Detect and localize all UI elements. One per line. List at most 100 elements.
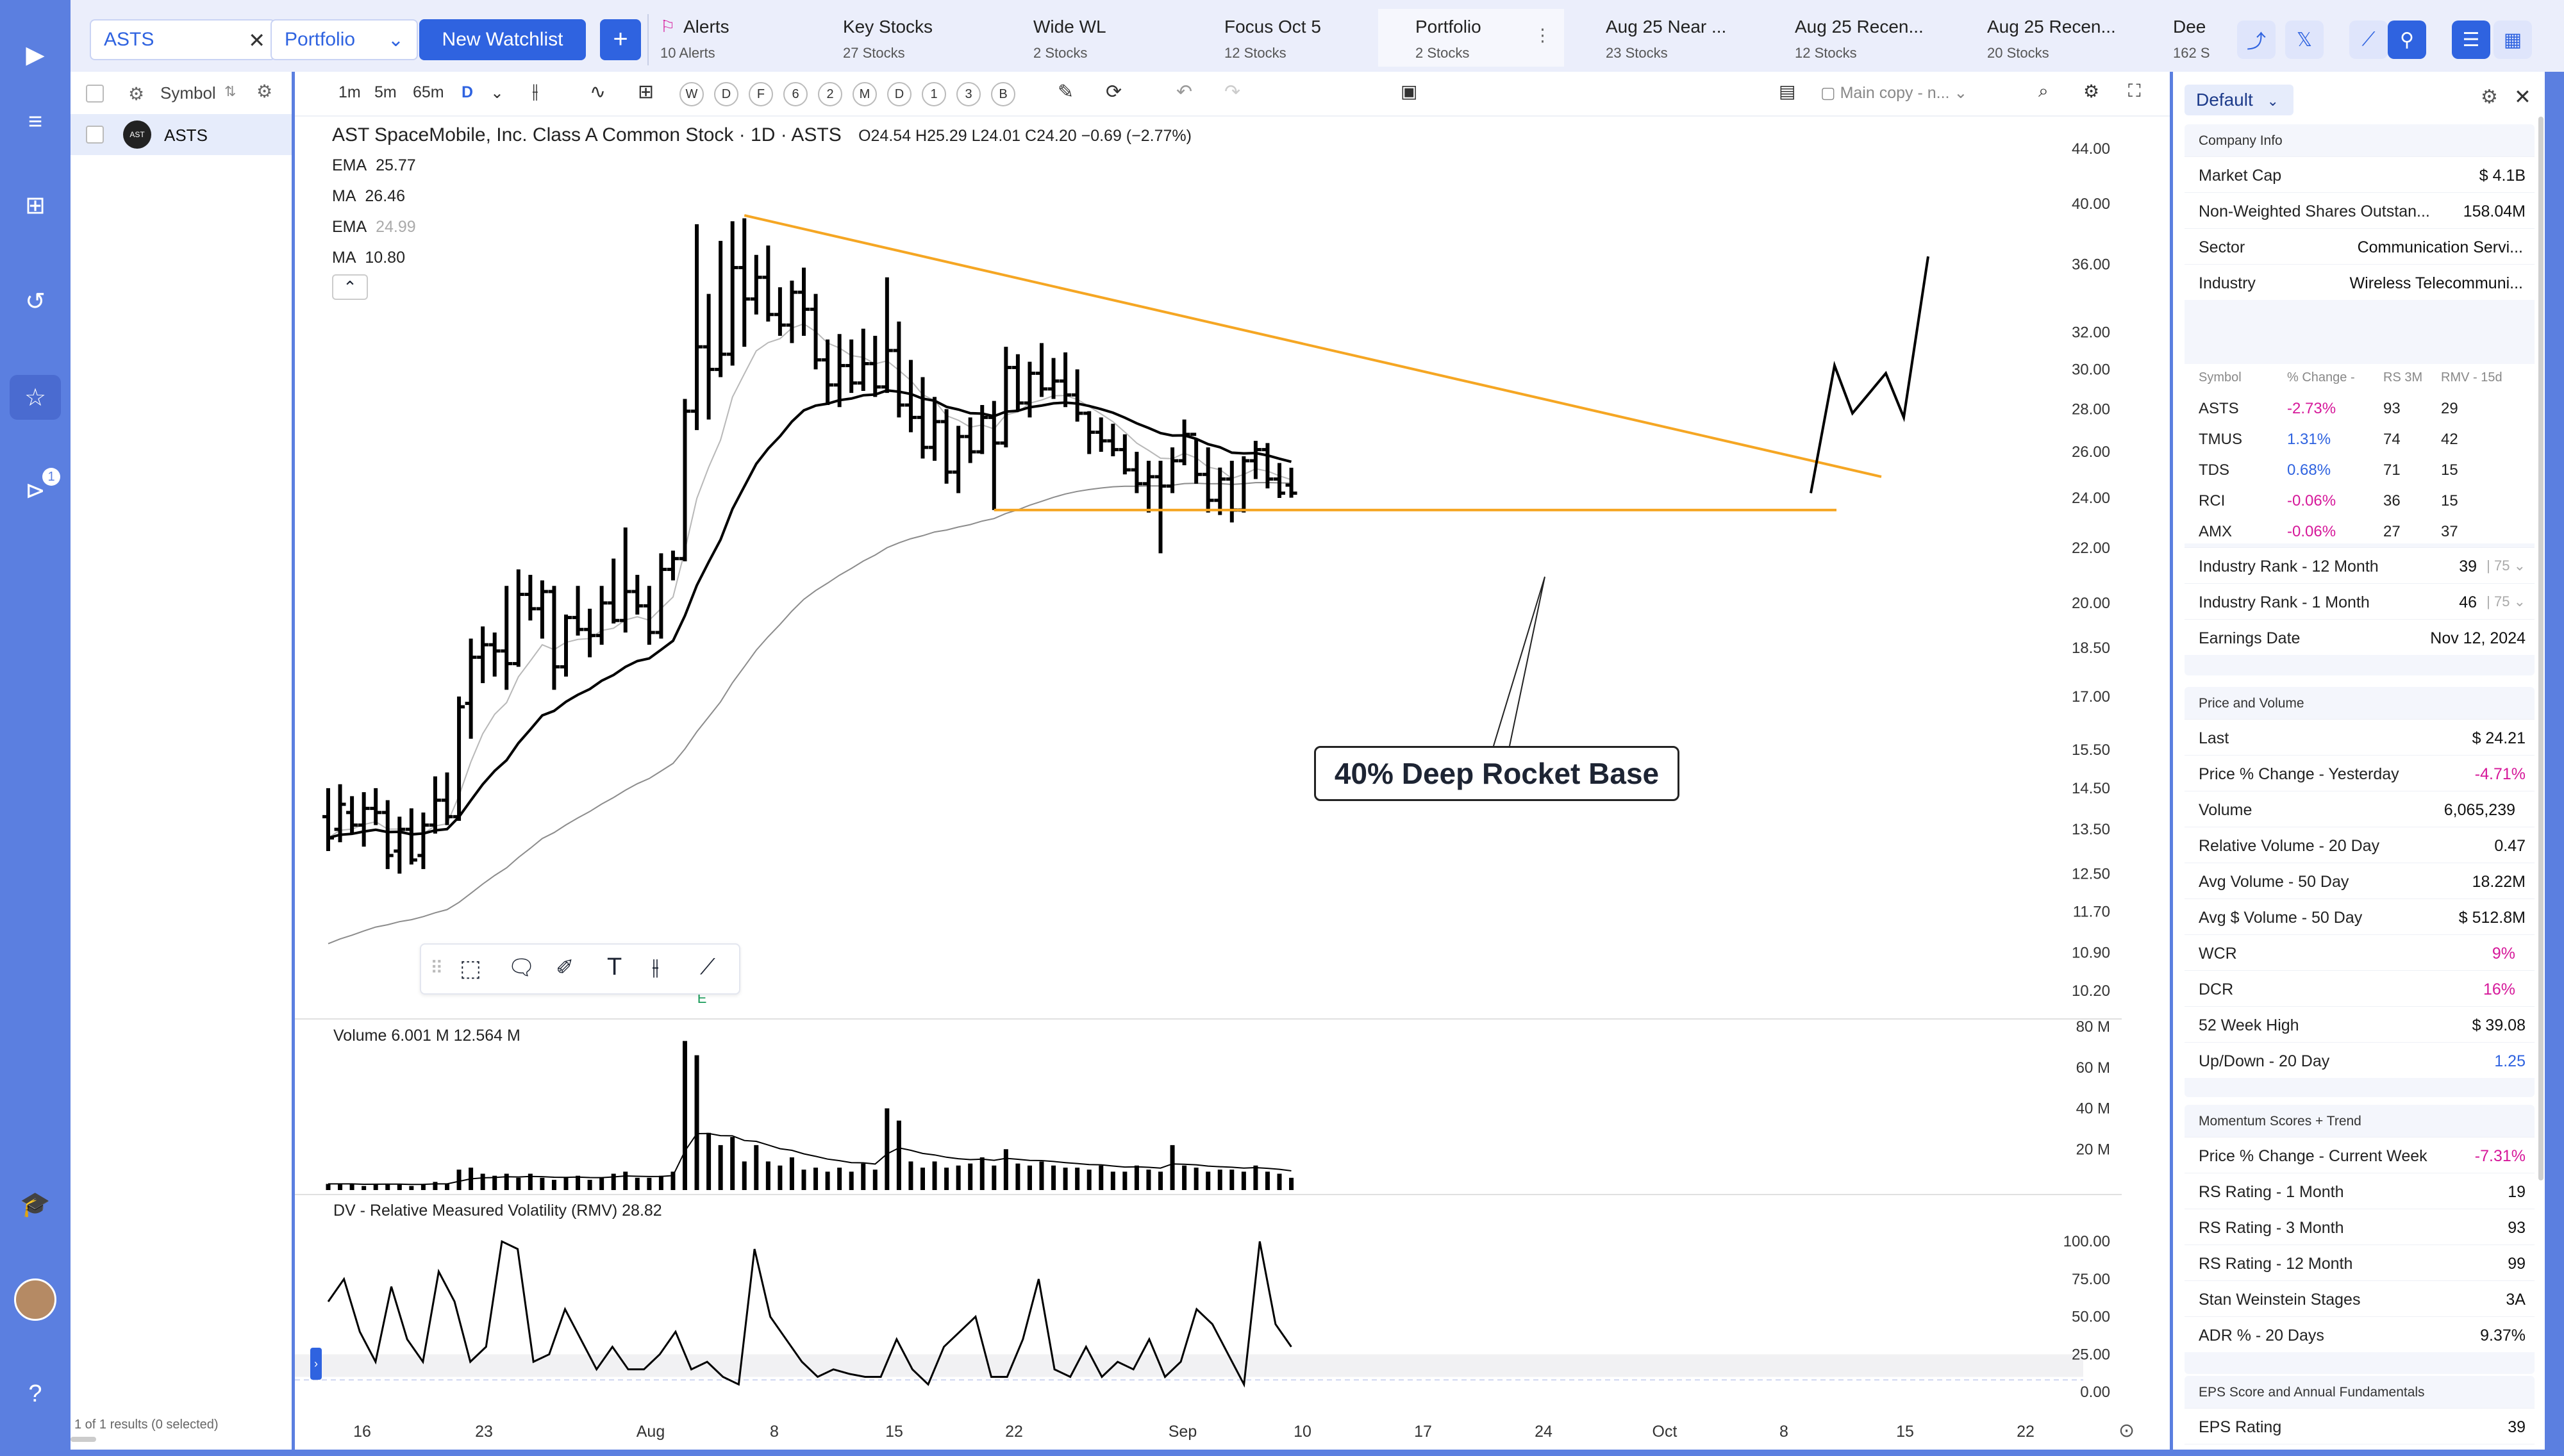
interval-chevron-icon[interactable]: ⌄ xyxy=(490,84,504,102)
time-settings-icon[interactable]: ⊙ xyxy=(2119,1420,2135,1441)
undo-icon[interactable]: ↶ xyxy=(1176,81,1193,103)
price-volume-row-7[interactable]: DCR 16% xyxy=(2185,970,2535,1006)
peer-row[interactable]: TMUS 1.31% 74 42 xyxy=(2185,424,2535,455)
price-chart[interactable]: 44.0040.0036.0032.0030.0028.0026.0024.00… xyxy=(295,72,2170,1450)
drag-handle-icon[interactable]: ⠿ xyxy=(430,958,444,978)
peer-row[interactable]: ASTS -2.73% 93 29 xyxy=(2185,393,2535,424)
watchlist-select[interactable]: Portfolio ⌄ xyxy=(271,19,418,60)
chart-settings-icon[interactable]: ⚙ xyxy=(2083,81,2100,101)
expand-left-panel-button[interactable]: › xyxy=(310,1348,322,1380)
row-checkbox[interactable] xyxy=(86,126,104,144)
bar-style-icon[interactable]: ⫲ xyxy=(532,81,538,102)
help-icon[interactable]: ? xyxy=(28,1380,42,1407)
highlighter-tool-icon[interactable]: ✐ xyxy=(556,956,574,980)
sort-icon[interactable]: ⇅ xyxy=(224,83,237,99)
symbol-column-header[interactable]: Symbol xyxy=(160,83,216,103)
price-volume-row-4[interactable]: Avg Volume - 50 Day 18.22M xyxy=(2185,863,2535,898)
symbol-search-input[interactable]: ASTS ✕ xyxy=(90,19,276,60)
peer-row[interactable]: RCI -0.06% 36 15 xyxy=(2185,486,2535,517)
period-button-8[interactable]: 3 xyxy=(956,82,981,106)
interval-1m[interactable]: 1m xyxy=(338,83,361,101)
rank-row-0[interactable]: Industry Rank - 12 Month 39 | 75 ⌄ xyxy=(2185,547,2535,583)
layout-select[interactable]: Default ⌄ xyxy=(2185,85,2293,115)
price-volume-row-8[interactable]: 52 Week High $ 39.08 xyxy=(2185,1006,2535,1042)
period-button-0[interactable]: W xyxy=(679,82,704,106)
person-icon[interactable]: ⚲ xyxy=(2388,21,2426,59)
company-row-1[interactable]: Non-Weighted Shares Outstan... 158.04M xyxy=(2185,192,2535,228)
momentum-row-2[interactable]: RS Rating - 3 Month 93 xyxy=(2185,1209,2535,1245)
indicators-icon[interactable]: ∿ xyxy=(590,81,606,103)
company-row-0[interactable]: Market Cap $ 4.1B xyxy=(2185,156,2535,192)
eps-row-1[interactable]: Annual EPS Est. Growth (%) - ...0.86% xyxy=(2185,1444,2535,1450)
layout-name-select[interactable]: ▢ Main copy - n... ⌄ xyxy=(1820,84,1968,102)
rank-row-1[interactable]: Industry Rank - 1 Month 46 | 75 ⌄ xyxy=(2185,583,2535,619)
calendar-icon[interactable]: ▣ xyxy=(1401,81,1418,101)
price-volume-row-2[interactable]: Volume 6,065,239 xyxy=(2185,791,2535,827)
screener-icon[interactable]: ⊞ xyxy=(25,192,46,219)
momentum-row-3[interactable]: RS Rating - 12 Month 99 xyxy=(2185,1245,2535,1280)
interval-65m[interactable]: 65m xyxy=(413,83,444,101)
tab-aug-25-near[interactable]: Aug 25 Near ... 23 Stocks xyxy=(1606,17,1727,61)
momentum-row-5[interactable]: ADR % - 20 Days 9.37% xyxy=(2185,1316,2535,1352)
price-volume-row-0[interactable]: Last $ 24.21 xyxy=(2185,719,2535,755)
share-icon[interactable]: ⤴ xyxy=(2237,21,2276,59)
momentum-row-4[interactable]: Stan Weinstein Stages 3A xyxy=(2185,1280,2535,1316)
watchlist-star-icon[interactable]: ☆ xyxy=(10,375,61,420)
search-chart-icon[interactable]: ⌕ xyxy=(2038,81,2049,101)
eps-row-0[interactable]: EPS Rating 39 xyxy=(2185,1408,2535,1444)
period-button-2[interactable]: F xyxy=(749,82,773,106)
price-volume-row-3[interactable]: Relative Volume - 20 Day 0.47 xyxy=(2185,827,2535,863)
menu-lines-icon[interactable]: ≡ xyxy=(28,108,43,135)
logo-play-icon[interactable]: ▶ xyxy=(26,41,45,69)
tab-alerts[interactable]: Alerts 10 Alerts ⚐ xyxy=(660,17,729,61)
line-tool-icon[interactable]: ⟋ xyxy=(700,955,715,979)
period-button-6[interactable]: D xyxy=(887,82,912,106)
tab-menu-icon[interactable]: ⋮ xyxy=(1534,26,1551,45)
layout-icon[interactable]: ▤ xyxy=(1779,81,1796,101)
price-volume-row-9[interactable]: Up/Down - 20 Day 1.25 xyxy=(2185,1042,2535,1078)
peer-row[interactable]: AMX -0.06% 27 37 xyxy=(2185,517,2535,547)
tab-wide-wl[interactable]: Wide WL 2 Stocks xyxy=(1033,17,1106,61)
avatar[interactable] xyxy=(14,1278,56,1321)
period-button-7[interactable]: 1 xyxy=(922,82,946,106)
peer-row[interactable]: TDS 0.68% 71 15 xyxy=(2185,455,2535,486)
company-row-3[interactable]: Industry Wireless Telecommuni... xyxy=(2185,264,2535,300)
layout-grid-icon[interactable]: ⊞ xyxy=(638,81,654,103)
tab-dee[interactable]: Dee 162 S xyxy=(2173,17,2210,61)
text-tool-icon[interactable]: T xyxy=(607,954,622,980)
clear-search-icon[interactable]: ✕ xyxy=(248,29,265,52)
column-settings-icon[interactable]: ⚙ xyxy=(256,81,273,101)
add-button[interactable]: + xyxy=(600,19,641,60)
price-volume-row-5[interactable]: Avg $ Volume - 50 Day $ 512.8M xyxy=(2185,898,2535,934)
earnings-date-row[interactable]: Earnings Date Nov 12, 2024 xyxy=(2185,619,2535,655)
bar-pattern-tool-icon[interactable]: ⫲ xyxy=(652,955,660,979)
momentum-row-0[interactable]: Price % Change - Current Week -7.31% xyxy=(2185,1137,2535,1173)
close-panel-icon[interactable]: ✕ xyxy=(2514,85,2531,108)
callout-tool-icon[interactable]: 🗨 xyxy=(508,956,536,980)
horizontal-scrollbar[interactable] xyxy=(71,1437,96,1442)
replay-icon[interactable]: ↺ xyxy=(25,288,46,315)
new-watchlist-button[interactable]: New Watchlist xyxy=(419,19,586,60)
company-row-2[interactable]: Sector Communication Servi... xyxy=(2185,228,2535,264)
education-icon[interactable]: 🎓 xyxy=(20,1191,51,1218)
vertical-scrollbar[interactable] xyxy=(2538,117,2543,1180)
alerts-feed-icon[interactable]: ⊳ xyxy=(25,477,46,504)
grid-view-icon[interactable]: ▦ xyxy=(2493,21,2532,59)
select-all-checkbox[interactable] xyxy=(86,85,104,103)
list-item[interactable]: AST ASTS xyxy=(71,114,292,155)
fullscreen-icon[interactable]: ⛶ xyxy=(2128,81,2141,101)
tab-portfolio[interactable]: Portfolio 2 Stocks ⋮ xyxy=(1378,9,1564,67)
rectangle-tool-icon[interactable]: ⬚ xyxy=(460,955,482,981)
list-view-icon[interactable]: ☰ xyxy=(2452,21,2490,59)
momentum-row-1[interactable]: RS Rating - 1 Month 19 xyxy=(2185,1173,2535,1209)
panel-settings-icon[interactable]: ⚙ xyxy=(2481,87,2498,108)
redo-icon[interactable]: ↷ xyxy=(1224,81,1241,103)
pencil-icon[interactable]: ✎ xyxy=(1058,81,1074,103)
collapse-legend-button[interactable]: ⌃ xyxy=(332,274,368,300)
tab-key-stocks[interactable]: Key Stocks 27 Stocks xyxy=(843,17,933,61)
period-button-5[interactable]: M xyxy=(853,82,877,106)
period-button-4[interactable]: 2 xyxy=(818,82,842,106)
interval-5m[interactable]: 5m xyxy=(374,83,397,101)
chart-view-icon[interactable]: ⟋ xyxy=(2349,21,2388,59)
period-button-9[interactable]: B xyxy=(991,82,1015,106)
